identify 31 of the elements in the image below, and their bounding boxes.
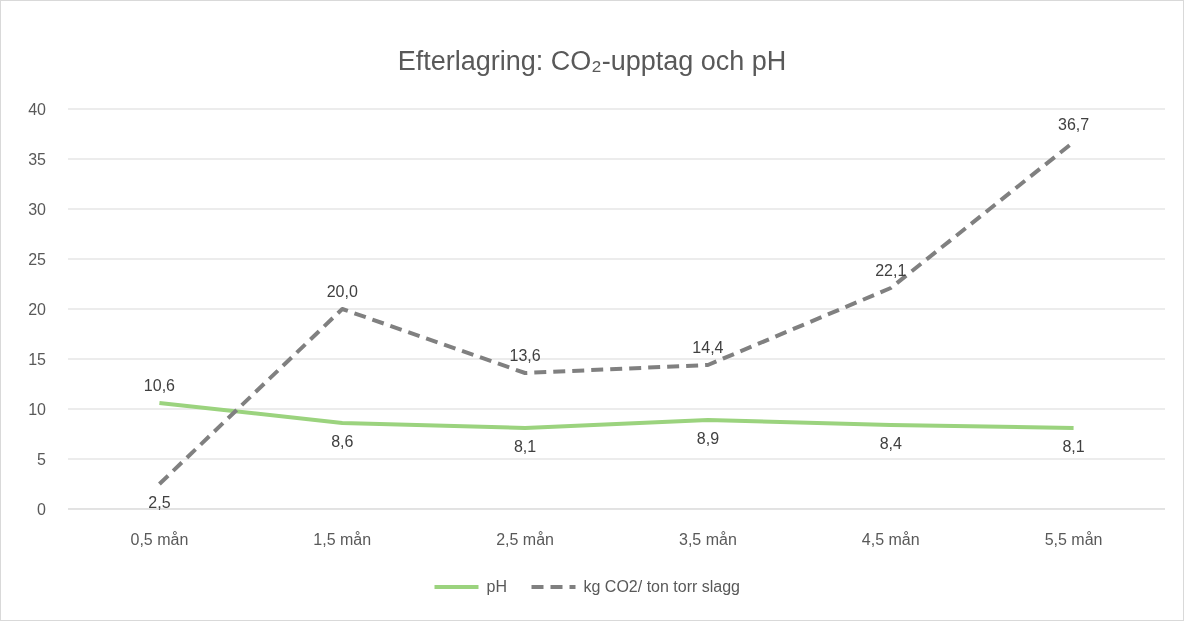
x-tick-label: 0,5 mån [130,531,189,548]
legend-label: kg CO2/ ton torr slagg [583,578,741,595]
data-label: 8,6 [331,433,354,450]
data-label: 8,1 [1062,438,1085,455]
chart-title: Efterlagring: CO₂-upptag och pH [397,46,787,76]
y-tick-label: 5 [37,451,47,468]
x-tick-label: 1,5 mån [313,531,372,548]
y-tick-label: 35 [28,151,47,168]
x-tick-label: 2,5 mån [496,531,554,548]
y-tick-label: 10 [28,401,47,418]
data-label: 8,1 [513,438,537,455]
data-label: 8,4 [879,435,902,452]
data-label: 36,7 [1058,116,1090,133]
data-label: 8,9 [696,430,720,447]
y-tick-label: 25 [28,251,47,268]
y-tick-label: 20 [28,301,47,318]
line-series [157,401,1076,430]
data-label: 14,4 [692,339,724,356]
data-label: 20,0 [326,283,358,300]
data-label: 22,1 [875,262,907,279]
data-label: 2,5 [148,494,171,511]
legend-label: pH [486,578,507,595]
data-label: 10,6 [143,377,176,394]
y-tick-label: 15 [28,351,47,368]
x-tick-label: 5,5 mån [1044,531,1103,548]
x-tick-label: 3,5 mån [679,531,737,548]
data-label: 13,6 [509,347,541,364]
x-tick-label: 4,5 mån [861,531,920,548]
y-tick-label: 30 [28,201,47,218]
y-tick-label: 0 [37,501,47,518]
y-tick-label: 40 [28,101,47,118]
